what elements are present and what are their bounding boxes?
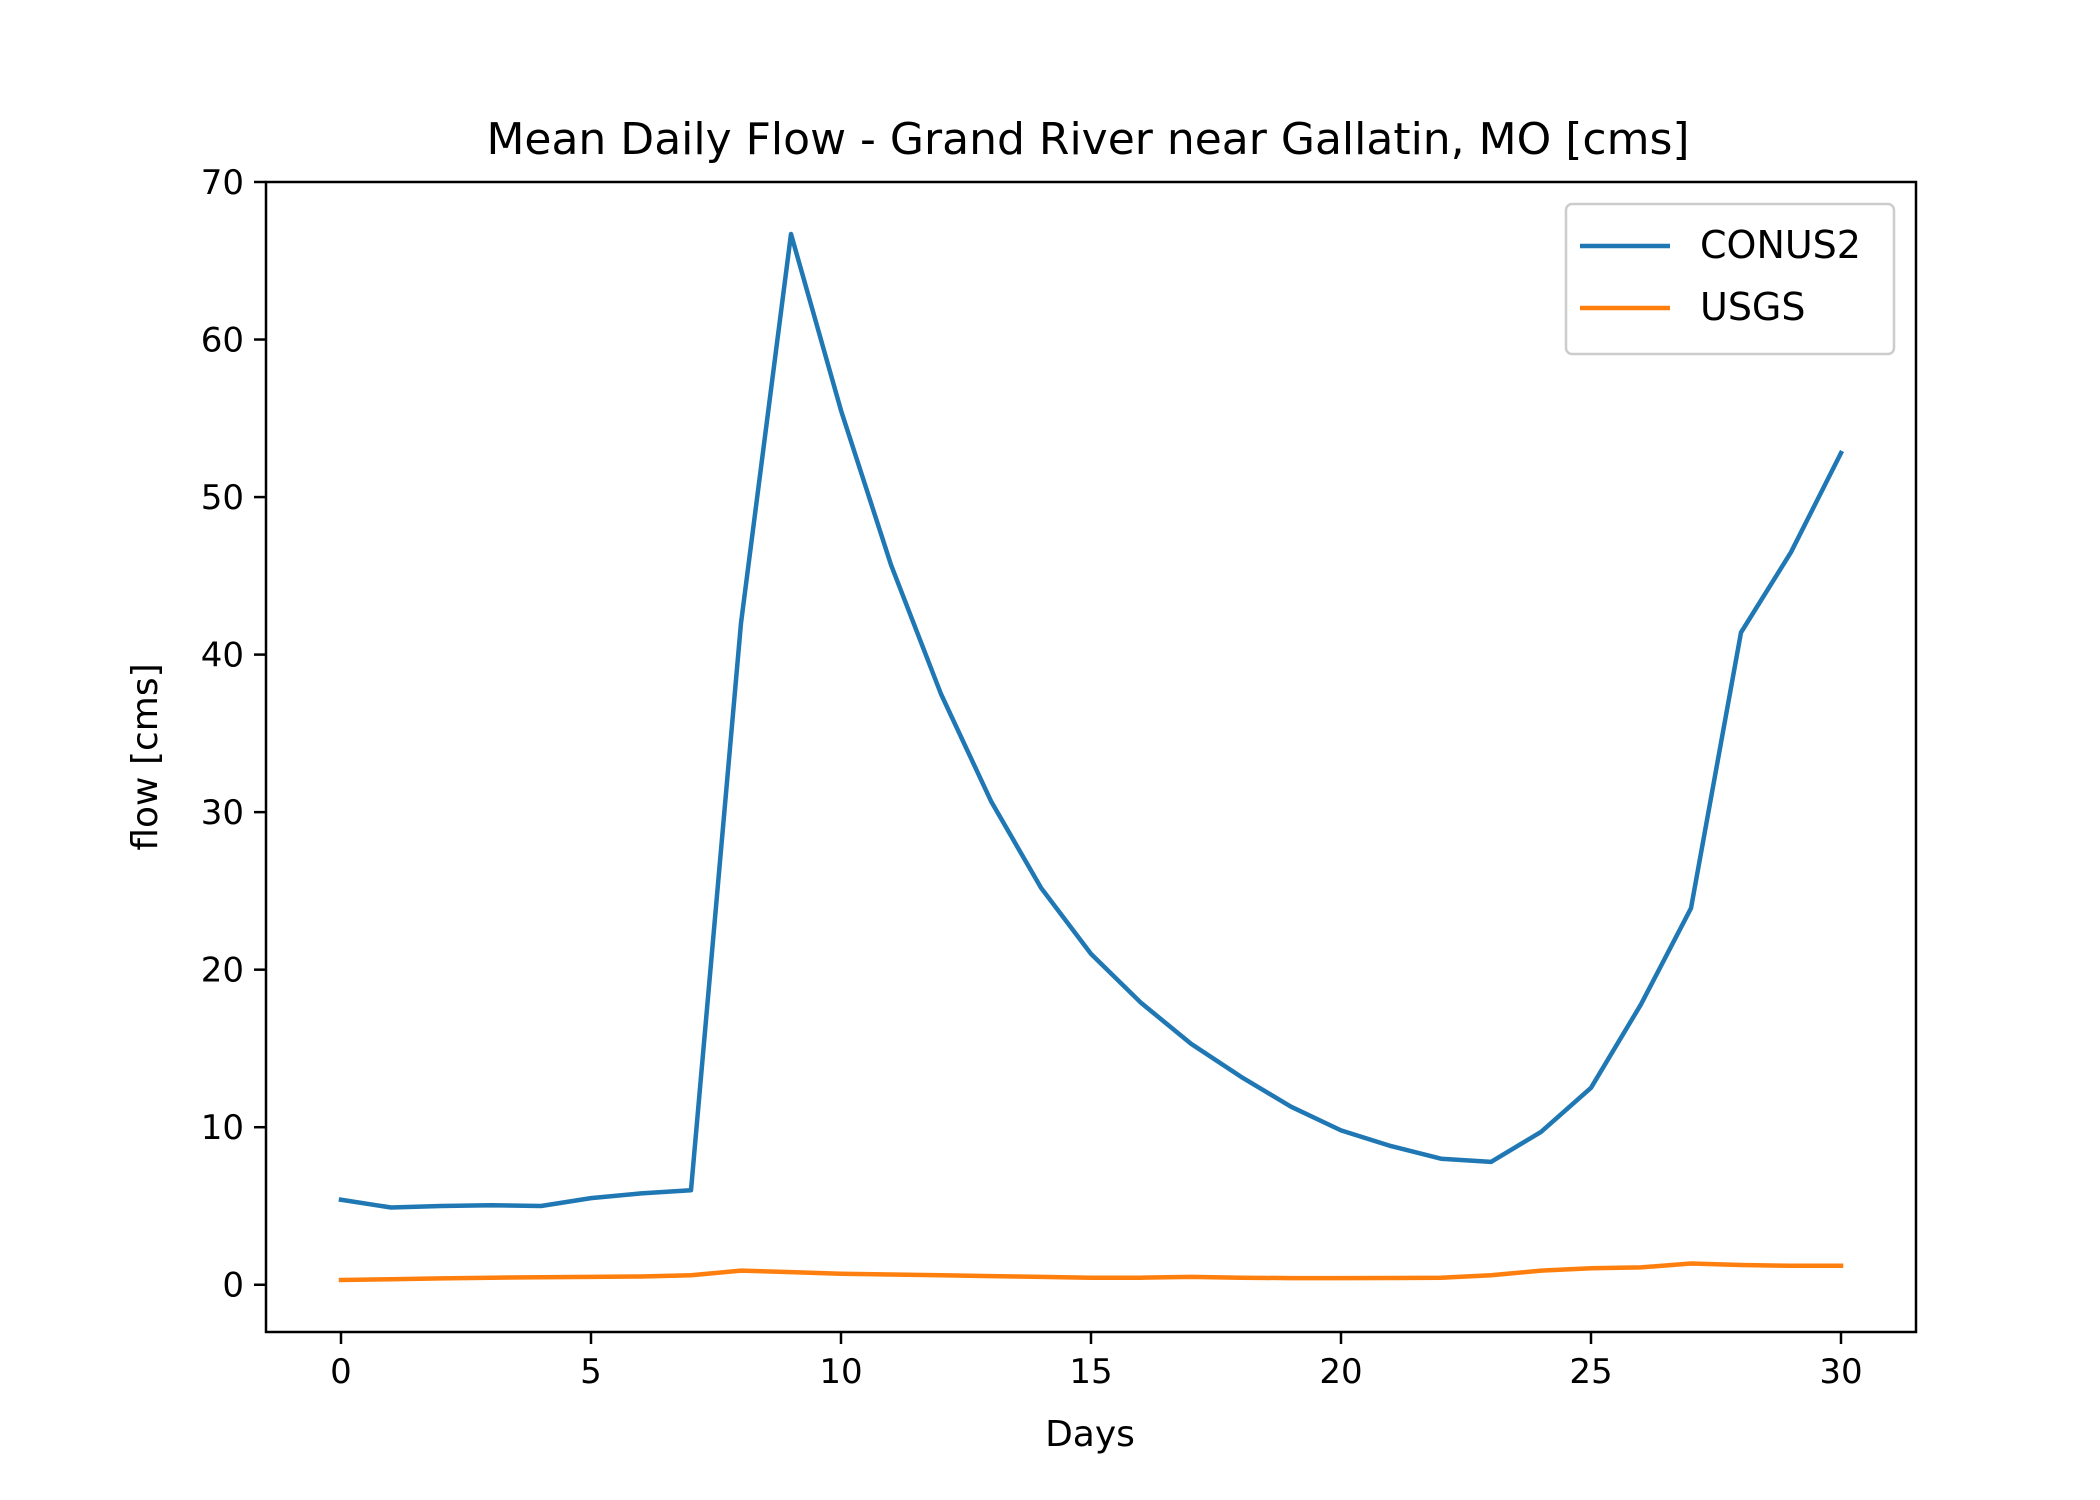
legend-label-conus2: CONUS2 — [1700, 223, 1861, 267]
y-tick-label: 70 — [201, 163, 244, 203]
y-tick-label: 0 — [222, 1266, 244, 1306]
x-tick-label: 15 — [1069, 1352, 1112, 1392]
y-axis-label: flow [cms] — [125, 663, 166, 850]
x-tick-label: 0 — [330, 1352, 352, 1392]
y-tick-label: 30 — [201, 793, 244, 833]
series-line-usgs — [338, 1261, 1844, 1283]
series-line-conus2 — [338, 231, 1845, 1210]
y-tick-label: 60 — [201, 321, 244, 361]
x-tick-label: 25 — [1569, 1352, 1612, 1392]
legend: CONUS2 USGS — [1564, 202, 1896, 356]
x-tick-label: 30 — [1819, 1352, 1862, 1392]
x-axis: 0 5 10 15 20 25 30 — [330, 1332, 1863, 1392]
y-tick-label: 20 — [201, 951, 244, 991]
chart-title: Mean Daily Flow - Grand River near Galla… — [486, 114, 1689, 165]
x-axis-label: Days — [1045, 1414, 1135, 1455]
legend-box — [1564, 202, 1896, 356]
legend-label-usgs: USGS — [1700, 285, 1806, 329]
x-tick-label: 5 — [580, 1352, 602, 1392]
series-layer — [338, 231, 1845, 1283]
y-tick-label: 40 — [201, 636, 244, 676]
x-tick-label: 10 — [819, 1352, 862, 1392]
y-tick-label: 10 — [201, 1108, 244, 1148]
y-tick-label: 50 — [201, 478, 244, 518]
y-axis: 0 10 20 30 40 50 60 70 — [201, 163, 266, 1306]
x-tick-label: 20 — [1319, 1352, 1362, 1392]
